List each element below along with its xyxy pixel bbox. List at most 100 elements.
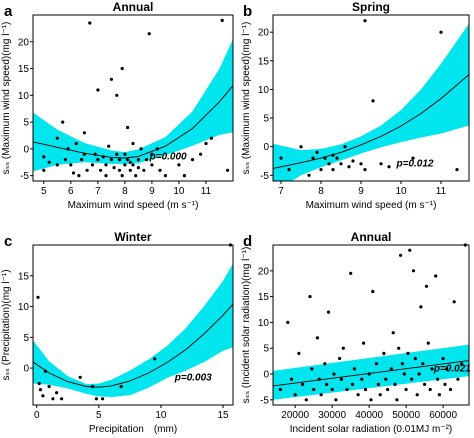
- data-point: [437, 393, 441, 397]
- data-point: [331, 153, 335, 157]
- y-tick-label: 5: [23, 118, 29, 129]
- data-point: [63, 158, 67, 162]
- data-point: [389, 367, 393, 371]
- plot-frame: [272, 244, 470, 406]
- fit-line: [33, 85, 233, 159]
- data-point: [301, 382, 305, 386]
- data-point: [60, 397, 64, 401]
- x-tick-label: 7: [278, 186, 284, 197]
- data-point: [391, 331, 395, 335]
- data-point: [123, 163, 127, 167]
- data-point: [88, 21, 92, 25]
- p-value-annotation: p=0.003: [174, 372, 212, 383]
- data-point: [360, 377, 364, 381]
- data-point: [338, 356, 342, 361]
- data-point: [387, 165, 391, 169]
- x-tick-label: 6: [68, 186, 74, 197]
- data-point: [371, 99, 375, 103]
- y-axis-label: sₛₛ (Incident solar radiation)(mg l⁻¹): [241, 247, 252, 404]
- data-point: [117, 168, 122, 172]
- data-point: [307, 173, 311, 177]
- data-point: [99, 168, 103, 172]
- y-tick-label: 0: [263, 370, 269, 381]
- data-point: [376, 382, 380, 386]
- x-tick-label: 60000: [429, 410, 457, 421]
- confidence-band: [273, 344, 469, 400]
- y-tick-label: 0: [23, 364, 29, 375]
- y-tick-label: 0: [23, 144, 29, 155]
- plot-frame: [32, 244, 234, 406]
- data-point: [177, 163, 181, 167]
- data-point: [315, 336, 319, 340]
- data-point: [445, 367, 449, 371]
- data-point: [90, 163, 95, 167]
- data-point: [426, 341, 430, 345]
- data-point: [327, 162, 331, 166]
- data-point: [436, 377, 440, 381]
- data-point: [410, 377, 414, 381]
- fit-line: [33, 303, 233, 388]
- x-tick-label: 5: [41, 186, 47, 197]
- data-point: [419, 305, 423, 309]
- data-point: [384, 377, 388, 381]
- panel-letter: a: [4, 3, 13, 20]
- data-point: [123, 152, 127, 156]
- y-tick-label: 5: [23, 333, 29, 344]
- y-tick-label: 20: [258, 266, 270, 277]
- x-axis-label: Incident solar radiation (0.01MJ m⁻²): [290, 424, 453, 435]
- data-point: [424, 284, 429, 288]
- x-tick-label: 7: [95, 186, 101, 197]
- y-axis-label: sₛₛ (Maximum wind speed)(mg l⁻¹): [241, 22, 252, 175]
- data-point: [61, 120, 65, 124]
- p-value-annotation: p=0.021: [433, 363, 471, 374]
- data-point: [163, 174, 167, 178]
- y-tick-label: 15: [18, 271, 30, 282]
- panel-title: Spring: [352, 0, 390, 14]
- y-tick-label: 20: [258, 28, 270, 39]
- data-point: [109, 77, 113, 81]
- panel-a: 5 6 7 8 9 10 11 -5 0 5 10 15 20 a Annual Maximum wind s…: [1, 0, 234, 211]
- data-point: [421, 362, 425, 366]
- data-point: [345, 387, 349, 392]
- panel-b: 7 8 9 10 11 -5 0 5 10 15 20 b Spring Maximum wind spe…: [241, 0, 470, 211]
- panel-c: 0 5 10 15 0 5 10 15 c Winter Precipitation (mm) sₛₛ…: [1, 230, 234, 435]
- x-tick-label: 10: [155, 410, 167, 421]
- data-point: [374, 362, 379, 366]
- data-point: [379, 162, 383, 166]
- data-point: [55, 391, 59, 395]
- data-point: [190, 158, 195, 162]
- data-point: [155, 147, 159, 151]
- data-point: [119, 384, 123, 389]
- data-point: [94, 397, 98, 401]
- panel-title: Annual: [351, 230, 392, 244]
- panel-title: Winter: [114, 230, 152, 244]
- data-point: [315, 150, 319, 154]
- data-point: [423, 382, 427, 386]
- data-point: [74, 141, 78, 146]
- confidence-band: [273, 23, 469, 181]
- data-point: [352, 367, 356, 371]
- data-point: [331, 168, 335, 172]
- confidence-band: [33, 39, 233, 172]
- panel-title: Annual: [113, 0, 154, 14]
- data-point: [286, 320, 290, 324]
- data-point: [308, 295, 312, 299]
- data-point: [69, 163, 73, 167]
- x-tick-label: 40000: [355, 410, 383, 421]
- data-point: [339, 377, 343, 381]
- fit-line: [273, 74, 469, 169]
- data-point: [408, 248, 412, 252]
- data-point: [120, 174, 124, 178]
- data-point: [37, 381, 41, 386]
- data-point: [369, 398, 373, 402]
- data-point: [150, 152, 154, 156]
- data-point: [456, 377, 460, 381]
- data-point: [55, 136, 59, 140]
- data-point: [91, 384, 95, 389]
- data-point: [144, 158, 149, 162]
- y-tick-label: 5: [263, 344, 269, 355]
- data-point: [326, 310, 331, 314]
- x-tick-label: 9: [358, 186, 364, 197]
- data-point: [158, 168, 162, 172]
- y-tick-label: 10: [18, 91, 30, 102]
